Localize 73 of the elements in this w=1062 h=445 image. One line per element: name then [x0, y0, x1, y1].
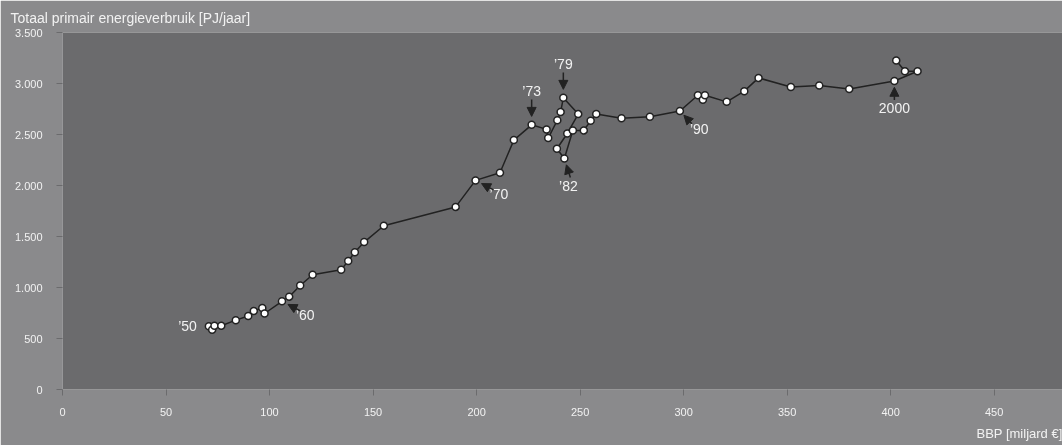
point [217, 321, 226, 330]
point [277, 297, 287, 306]
y-tick-label: 2.000 [14, 179, 43, 192]
point [892, 56, 901, 65]
point [786, 82, 796, 92]
point [509, 135, 519, 145]
y-tick-label: 2.500 [14, 128, 43, 141]
x-axis-title: BBP [miljard €] [976, 425, 1062, 441]
point [754, 73, 763, 83]
point [722, 97, 731, 107]
point [542, 125, 551, 134]
point [249, 306, 259, 316]
point [260, 309, 269, 318]
point [295, 281, 305, 290]
annotation: 2000 [878, 99, 911, 116]
chart-title: Totaal primair energieverbruik [PJ/jaar] [10, 9, 251, 26]
point [231, 315, 241, 325]
point [559, 93, 568, 103]
point [586, 116, 595, 125]
point [845, 84, 854, 94]
annotation: ’79 [553, 55, 573, 72]
point [343, 256, 353, 266]
point [900, 67, 910, 76]
point [675, 106, 685, 116]
point [308, 270, 317, 279]
x-tick-label: 400 [881, 405, 900, 418]
point [560, 154, 569, 163]
x-tick-label: 100 [260, 405, 279, 418]
y-tick-label: 500 [24, 332, 43, 345]
y-tick-label: 1.500 [14, 230, 43, 243]
annotation: ’73 [522, 82, 542, 99]
point [350, 248, 360, 257]
x-tick-label: 200 [467, 405, 486, 418]
point [451, 202, 460, 212]
y-tick-label: 3.500 [14, 26, 43, 39]
x-tick-label: 50 [159, 405, 173, 418]
point [568, 126, 578, 135]
point [556, 107, 565, 117]
annotation: ’60 [295, 307, 315, 324]
point [543, 133, 553, 143]
x-tick-label: 250 [570, 405, 590, 418]
x-tick-label: 450 [985, 405, 1004, 418]
annotation: ’70 [489, 186, 509, 203]
point [592, 109, 601, 119]
point [284, 292, 294, 301]
point [573, 109, 583, 119]
point [379, 221, 389, 231]
x-tick-label: 350 [777, 405, 797, 418]
y-tick-label: 0 [36, 383, 43, 396]
point [617, 113, 626, 123]
point [579, 126, 589, 135]
point [552, 144, 562, 154]
point [740, 86, 749, 96]
point [700, 90, 710, 100]
y-tick-label: 3.000 [14, 77, 43, 90]
point [527, 120, 536, 130]
y-tick-label: 1.000 [14, 281, 43, 294]
annotation: ’90 [689, 121, 709, 138]
point [645, 112, 655, 121]
point [359, 237, 369, 247]
annotation: ’82 [559, 178, 578, 195]
point [243, 311, 253, 321]
point [495, 168, 505, 177]
point [890, 76, 899, 86]
annotation: ’50 [178, 318, 198, 335]
x-tick-label: 300 [674, 405, 693, 418]
point [471, 176, 480, 185]
point [913, 67, 922, 76]
x-tick-label: 150 [363, 405, 383, 418]
point [553, 115, 562, 125]
x-tick-label: 0 [59, 405, 66, 418]
point [336, 265, 346, 274]
point [814, 81, 824, 90]
